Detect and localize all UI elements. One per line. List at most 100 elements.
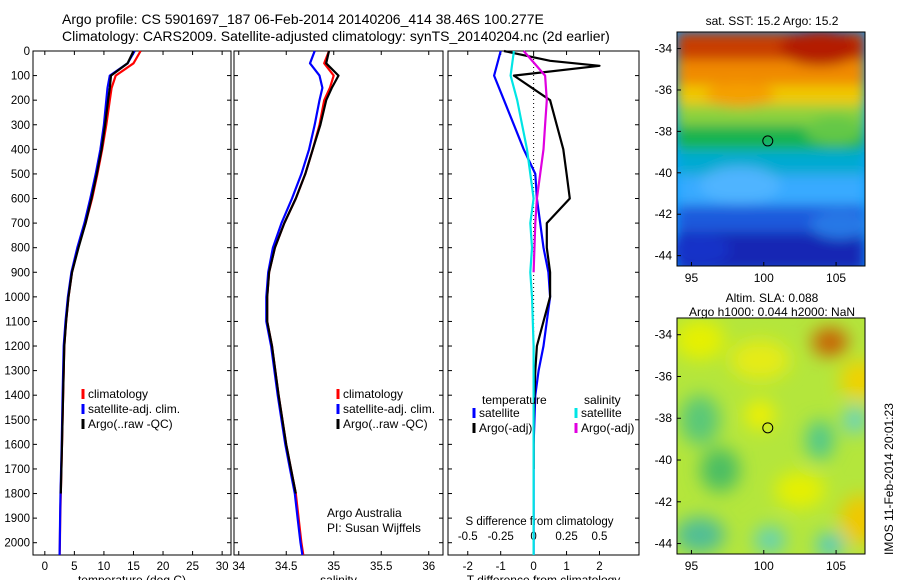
map-x-tick-label: 100 (754, 271, 774, 285)
map-x-tick-label: 105 (826, 559, 846, 573)
y-tick-label: 2000 (4, 538, 30, 550)
header-title-line2: Climatology: CARS2009. Satellite-adjuste… (62, 28, 610, 44)
x-tick-label: 34.5 (275, 561, 297, 573)
x-tick-label: 35.5 (370, 561, 392, 573)
map-y-tick-label: -40 (655, 166, 673, 180)
y-tick-label: 800 (11, 243, 30, 255)
y-tick-label: 1300 (4, 366, 30, 378)
y-tick-label: 1600 (4, 439, 30, 451)
legend-label: Argo(..raw -QC) (343, 417, 428, 431)
legend-label: satellite-adj. clim. (343, 402, 435, 416)
x-axis-label: salinity (320, 573, 357, 580)
x-tick-label: 15 (127, 561, 140, 573)
y-tick-label: 400 (11, 144, 30, 156)
y-tick-label: 1000 (4, 292, 30, 304)
x-tick-label: 36 (422, 561, 435, 573)
y-tick-label: 300 (11, 120, 30, 132)
legend-label: Argo(-adj) (479, 421, 532, 435)
y-tick-label: 700 (11, 218, 30, 230)
series-line (503, 49, 601, 469)
x-tick-label: 20 (157, 561, 170, 573)
y-tick-label: 1800 (4, 489, 30, 501)
plot-frame (447, 50, 640, 556)
s-tick-label: 0.5 (591, 531, 607, 543)
x-tick-label: 10 (98, 561, 111, 573)
y-tick-label: 1200 (4, 341, 30, 353)
y-tick-label: 0 (24, 46, 30, 58)
y-tick-label: 1500 (4, 415, 30, 427)
map-x-tick-label: 100 (754, 559, 774, 573)
sla-map-frame (676, 317, 866, 555)
plot-frame (233, 50, 444, 556)
annotation-text: PI: Susan Wijffels (327, 521, 421, 535)
float-position-marker (762, 135, 774, 147)
x-tick-label: 1 (563, 561, 569, 573)
map-y-tick-label: -38 (655, 411, 673, 425)
x-tick-label: -2 (463, 561, 473, 573)
y-tick-label: 900 (11, 267, 30, 279)
x-tick-label: 25 (186, 561, 199, 573)
map-y-tick-label: -42 (655, 495, 673, 509)
x-axis-label: temperature (deg C) (78, 573, 186, 580)
map-y-tick-label: -34 (655, 328, 673, 342)
difference-panel: -2 -1 0 1 2T difference from climatology S di… (447, 49, 640, 580)
x-tick-label: 2 (596, 561, 602, 573)
map-x-tick-label: 105 (826, 271, 846, 285)
x-tick-label: 0 (530, 561, 536, 573)
temperature-panel: 0100200300400500600700800900100011001200… (4, 46, 232, 580)
plot-frame (32, 50, 232, 556)
map-y-tick-label: -42 (655, 207, 673, 221)
x-tick-label: 35 (327, 561, 340, 573)
sla-map-axes: 95 100 105 -34 -36 -38 -40 -42 -44 (655, 328, 847, 573)
s-axis-label: S difference from climatology (465, 516, 613, 528)
x-axis-label: T difference from climatology (467, 573, 621, 580)
legend-label: satellite (581, 406, 622, 420)
x-tick-label: -1 (496, 561, 506, 573)
y-tick-label: 200 (11, 95, 30, 107)
series-line (522, 50, 548, 273)
y-tick-label: 1700 (4, 464, 30, 476)
sst-map-title: sat. SST: 15.2 Argo: 15.2 (706, 14, 839, 28)
sst-map-axes: 95 100 105 -34 -36 -38 -40 -42 -44 (655, 42, 847, 285)
legend-label: climatology (88, 387, 148, 401)
y-tick-label: 600 (11, 194, 30, 206)
sst-map-field (677, 32, 865, 266)
x-tick-label: 30 (216, 561, 229, 573)
legend-group-title: temperature (482, 393, 547, 407)
header-title-line1: Argo profile: CS 5901697_187 06-Feb-2014… (62, 11, 544, 27)
sla-map-title-line2: Argo h1000: 0.044 h2000: NaN (689, 305, 855, 319)
x-tick-label: 5 (71, 561, 77, 573)
series-line (59, 50, 135, 494)
s-tick-label: -0.5 (458, 531, 478, 543)
legend-group-title: salinity (584, 393, 621, 407)
sst-map-frame (676, 31, 866, 267)
sla-map-title-line1: Altim. SLA: 0.088 (726, 291, 819, 305)
map-y-tick-label: -34 (655, 42, 673, 56)
legend-label: climatology (343, 387, 403, 401)
salinity-panel: 34 34.5 35 35.5 36 salinity climatologysatelli… (232, 50, 444, 580)
x-tick-label: 0 (42, 561, 48, 573)
y-tick-label: 500 (11, 169, 30, 181)
float-position-marker (762, 422, 774, 434)
map-x-tick-label: 95 (685, 559, 699, 573)
y-tick-label: 1400 (4, 390, 30, 402)
legend-label: satellite-adj. clim. (88, 402, 180, 416)
map-x-tick-label: 95 (685, 271, 699, 285)
y-tick-label: 1900 (4, 513, 30, 525)
s-tick-label: -0.25 (488, 531, 514, 543)
map-y-tick-label: -36 (655, 369, 673, 383)
series-line (509, 50, 535, 555)
map-y-tick-label: -40 (655, 453, 673, 467)
map-y-tick-label: -44 (655, 537, 673, 551)
series-line (266, 50, 340, 494)
sla-map-field (677, 318, 865, 554)
map-y-tick-label: -36 (655, 83, 673, 97)
map-y-tick-label: -38 (655, 124, 673, 138)
legend-label: satellite (479, 406, 520, 420)
legend-label: Argo(-adj) (581, 421, 634, 435)
x-tick-label: 34 (232, 561, 245, 573)
map-y-tick-label: -44 (655, 249, 673, 263)
y-tick-label: 100 (11, 71, 30, 83)
legend-label: Argo(..raw -QC) (88, 417, 173, 431)
